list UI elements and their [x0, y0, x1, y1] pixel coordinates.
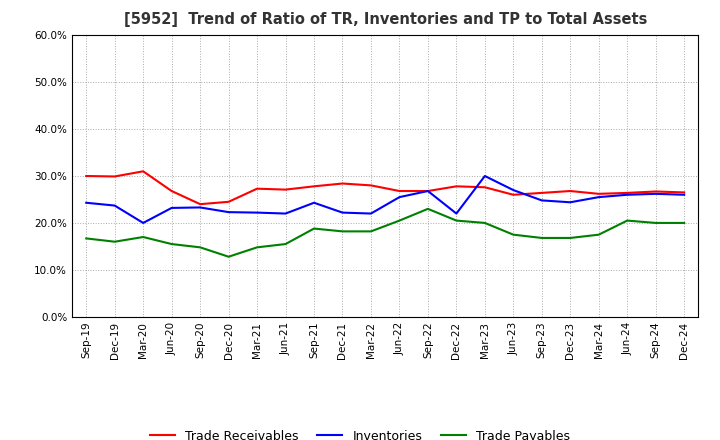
Inventories: [595, 194, 603, 200]
Trade Payables: [423, 206, 432, 212]
Trade Payables: [225, 254, 233, 259]
Trade Receivables: [595, 191, 603, 197]
Inventories: [509, 187, 518, 193]
Trade Receivables: [480, 185, 489, 190]
Trade Payables: [509, 232, 518, 237]
Inventories: [652, 191, 660, 197]
Legend: Trade Receivables, Inventories, Trade Payables: Trade Receivables, Inventories, Trade Pa…: [150, 429, 570, 440]
Inventories: [310, 200, 318, 205]
Trade Receivables: [82, 173, 91, 179]
Trade Payables: [395, 218, 404, 223]
Line: Trade Receivables: Trade Receivables: [86, 171, 684, 204]
Trade Receivables: [509, 192, 518, 198]
Trade Payables: [139, 235, 148, 240]
Line: Inventories: Inventories: [86, 176, 684, 223]
Inventories: [366, 211, 375, 216]
Trade Receivables: [680, 190, 688, 195]
Inventories: [82, 200, 91, 205]
Trade Receivables: [196, 202, 204, 207]
Trade Payables: [623, 218, 631, 223]
Trade Payables: [310, 226, 318, 231]
Trade Receivables: [537, 190, 546, 195]
Trade Payables: [566, 235, 575, 241]
Trade Receivables: [423, 188, 432, 194]
Trade Payables: [680, 220, 688, 226]
Trade Payables: [282, 242, 290, 247]
Inventories: [395, 194, 404, 200]
Trade Receivables: [310, 183, 318, 189]
Trade Receivables: [623, 190, 631, 195]
Trade Payables: [338, 229, 347, 234]
Trade Receivables: [282, 187, 290, 192]
Trade Receivables: [167, 188, 176, 194]
Trade Payables: [595, 232, 603, 237]
Trade Receivables: [338, 181, 347, 186]
Line: Trade Payables: Trade Payables: [86, 209, 684, 257]
Inventories: [139, 220, 148, 226]
Trade Receivables: [110, 174, 119, 179]
Trade Receivables: [395, 188, 404, 194]
Inventories: [196, 205, 204, 210]
Inventories: [253, 210, 261, 215]
Trade Payables: [537, 235, 546, 241]
Trade Receivables: [652, 189, 660, 194]
Trade Receivables: [253, 186, 261, 191]
Inventories: [338, 210, 347, 215]
Inventories: [680, 192, 688, 198]
Inventories: [110, 203, 119, 208]
Trade Payables: [253, 245, 261, 250]
Trade Receivables: [366, 183, 375, 188]
Trade Payables: [366, 229, 375, 234]
Trade Receivables: [566, 188, 575, 194]
Trade Payables: [480, 220, 489, 226]
Trade Receivables: [452, 183, 461, 189]
Trade Payables: [167, 242, 176, 247]
Inventories: [167, 205, 176, 211]
Trade Payables: [196, 245, 204, 250]
Inventories: [566, 200, 575, 205]
Trade Payables: [82, 236, 91, 241]
Inventories: [423, 188, 432, 194]
Trade Receivables: [139, 169, 148, 174]
Trade Payables: [652, 220, 660, 226]
Inventories: [225, 209, 233, 215]
Trade Payables: [110, 239, 119, 244]
Inventories: [537, 198, 546, 203]
Inventories: [623, 192, 631, 198]
Trade Receivables: [225, 199, 233, 205]
Inventories: [282, 211, 290, 216]
Title: [5952]  Trend of Ratio of TR, Inventories and TP to Total Assets: [5952] Trend of Ratio of TR, Inventories…: [124, 12, 647, 27]
Inventories: [452, 211, 461, 216]
Trade Payables: [452, 218, 461, 223]
Inventories: [480, 173, 489, 179]
